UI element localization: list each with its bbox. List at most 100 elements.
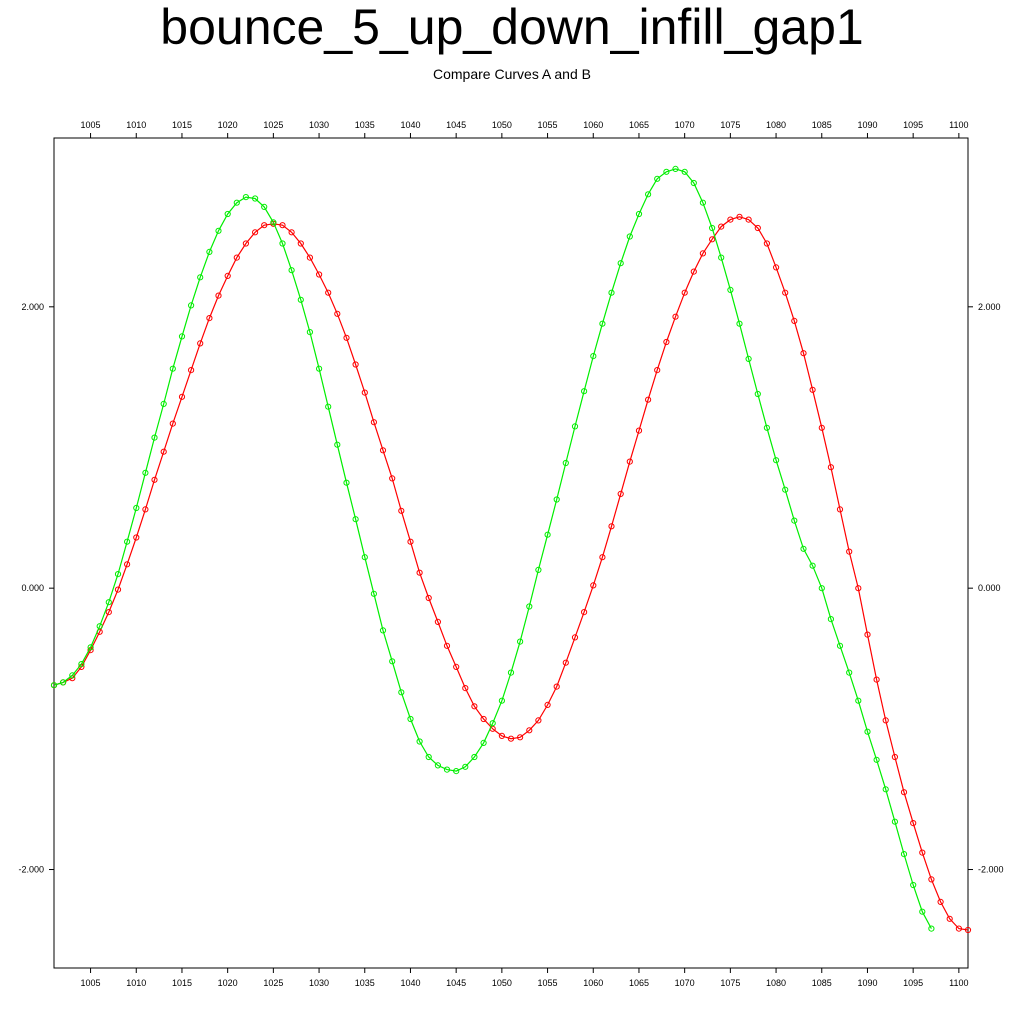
data-point <box>507 735 515 742</box>
data-point <box>535 717 542 724</box>
data-point <box>663 338 670 346</box>
data-point <box>654 367 661 374</box>
data-point <box>699 250 707 257</box>
data-point <box>773 264 780 271</box>
data-point <box>480 715 487 723</box>
data-point <box>160 448 167 455</box>
data-point <box>763 240 771 247</box>
data-point <box>690 268 697 275</box>
data-point <box>846 548 853 555</box>
data-point <box>462 685 469 692</box>
data-point <box>882 717 889 724</box>
data-point <box>379 447 387 454</box>
x-tick-label-bottom: 1035 <box>355 978 375 988</box>
data-point <box>855 585 862 592</box>
data-point <box>919 908 926 915</box>
data-point <box>489 720 496 727</box>
x-tick-label-top: 1095 <box>903 120 923 130</box>
data-point <box>782 486 789 493</box>
data-point <box>279 222 286 229</box>
data-point <box>233 254 240 261</box>
data-point <box>818 424 825 431</box>
data-point <box>60 679 67 686</box>
data-point <box>453 768 460 775</box>
x-tick-label-top: 1075 <box>720 120 740 130</box>
data-point <box>425 594 432 602</box>
data-point <box>434 618 441 626</box>
data-point <box>389 475 396 482</box>
data-point <box>133 534 140 541</box>
x-tick-label-top: 1040 <box>400 120 420 130</box>
data-point <box>507 669 515 676</box>
x-tick-label-top: 1050 <box>492 120 512 130</box>
data-point <box>544 701 551 709</box>
data-point <box>681 168 688 175</box>
data-point <box>197 274 204 281</box>
x-tick-label-bottom: 1070 <box>675 978 695 988</box>
axis-ticks: 1005 1005 1010 1010 1015 1015 1020 1020 1025 1025… <box>18 120 1003 988</box>
data-point <box>352 361 359 368</box>
data-point <box>800 545 807 552</box>
data-point <box>626 458 633 465</box>
data-point <box>526 727 533 734</box>
data-point <box>873 756 880 763</box>
data-point <box>288 267 295 274</box>
data-point <box>188 302 195 309</box>
data-point <box>763 424 771 431</box>
data-point <box>736 320 743 327</box>
data-point <box>818 585 825 592</box>
data-point <box>562 659 569 666</box>
data-point <box>608 289 615 296</box>
series-2 <box>50 165 935 932</box>
x-tick-label-top: 1060 <box>583 120 603 130</box>
data-point <box>178 393 186 400</box>
data-point <box>599 554 606 561</box>
data-point <box>791 517 798 524</box>
data-point <box>389 658 396 665</box>
data-point <box>370 419 377 426</box>
data-point <box>590 353 597 360</box>
data-point <box>919 849 926 856</box>
data-point <box>864 728 871 735</box>
data-point <box>571 423 579 430</box>
data-point <box>133 504 140 512</box>
data-point <box>809 386 816 393</box>
data-point <box>517 734 524 741</box>
data-point <box>571 634 579 641</box>
data-point <box>544 531 551 538</box>
data-point <box>188 367 195 374</box>
series-1 <box>50 213 972 934</box>
data-point <box>233 199 240 206</box>
data-point <box>471 703 478 710</box>
x-tick-label-top: 1085 <box>812 120 832 130</box>
data-point <box>242 240 249 247</box>
x-tick-label-top: 1020 <box>218 120 238 130</box>
data-point <box>343 334 350 341</box>
data-point <box>252 195 259 202</box>
data-point <box>78 661 85 668</box>
x-tick-label-top: 1065 <box>629 120 649 130</box>
x-tick-label-bottom: 1030 <box>309 978 329 988</box>
data-point <box>526 603 533 610</box>
x-tick-label-top: 1015 <box>172 120 192 130</box>
data-point <box>645 396 652 403</box>
data-point <box>242 194 249 201</box>
data-point <box>425 753 432 761</box>
data-point <box>105 609 112 616</box>
x-tick-label-top: 1025 <box>263 120 283 130</box>
x-tick-label-bottom: 1100 <box>949 978 968 988</box>
data-point <box>517 638 524 645</box>
data-point <box>50 682 58 689</box>
data-point <box>261 203 268 210</box>
data-point <box>581 388 588 395</box>
x-tick-label-top: 1035 <box>355 120 375 130</box>
data-point <box>316 271 323 278</box>
x-tick-label-top: 1030 <box>309 120 329 130</box>
data-point <box>864 631 871 638</box>
data-point <box>169 420 176 427</box>
data-point <box>928 925 935 932</box>
x-tick-label-bottom: 1095 <box>903 978 923 988</box>
data-point <box>946 915 953 922</box>
data-point <box>151 434 158 441</box>
data-point <box>252 229 259 236</box>
